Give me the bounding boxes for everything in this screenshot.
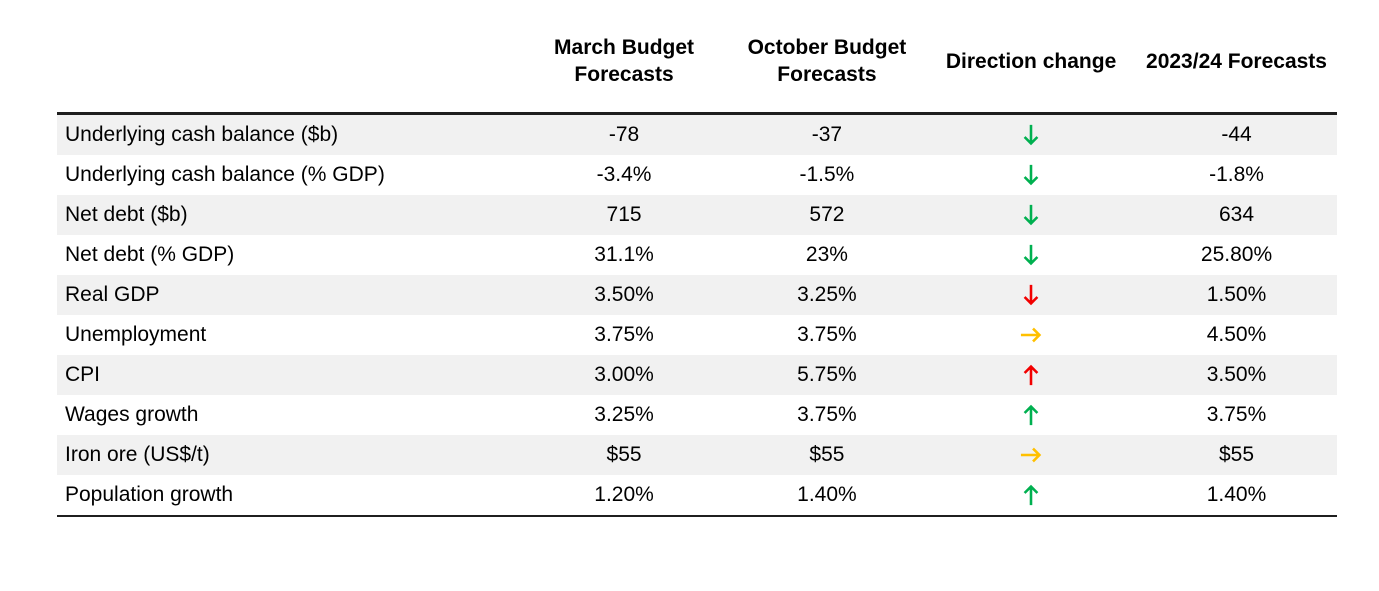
- march-value: $55: [606, 443, 642, 466]
- table-row: Iron ore (US$/t) $55 $55 $55: [57, 435, 1337, 475]
- direction-cell: [926, 235, 1136, 275]
- march-value: 1.20%: [594, 483, 654, 506]
- march-value: -3.4%: [596, 163, 652, 186]
- col-header-direction-change: Direction change: [945, 49, 1117, 73]
- october-value: 23%: [805, 243, 848, 266]
- table-row: Net debt ($b) 715 572 634: [57, 195, 1337, 235]
- direction-cell: [926, 475, 1136, 516]
- forecast-value: -1.8%: [1209, 163, 1264, 186]
- forecasts-table: March Budget Forecasts October Budget Fo…: [57, 12, 1337, 517]
- forecast-value: -44: [1221, 123, 1252, 146]
- table-row: CPI 3.00% 5.75% 3.50%: [57, 355, 1337, 395]
- row-label: Wages growth: [65, 403, 199, 426]
- forecast-value: 25.80%: [1200, 243, 1273, 266]
- direction-cell: [926, 275, 1136, 315]
- arrow-right-icon: [1018, 444, 1044, 466]
- direction-cell: [926, 435, 1136, 475]
- october-value: 572: [809, 203, 845, 226]
- october-value: 3.75%: [797, 323, 857, 346]
- table-header-row: March Budget Forecasts October Budget Fo…: [57, 12, 1337, 114]
- october-value: 5.75%: [797, 363, 857, 386]
- row-label: CPI: [65, 363, 101, 386]
- arrow-up-icon: [1020, 482, 1042, 508]
- march-value: -78: [608, 123, 640, 146]
- col-header-october-budget: October Budget Forecasts: [747, 36, 907, 86]
- arrow-right-icon: [1018, 324, 1044, 346]
- arrow-up-icon: [1020, 362, 1042, 388]
- row-label: Underlying cash balance (% GDP): [65, 163, 385, 186]
- october-value: 1.40%: [797, 483, 857, 506]
- arrow-up-icon: [1020, 402, 1042, 428]
- march-value: 715: [606, 203, 642, 226]
- forecast-value: 3.50%: [1206, 363, 1267, 386]
- table-row: Wages growth 3.25% 3.75% 3.75%: [57, 395, 1337, 435]
- forecast-value: 1.40%: [1206, 483, 1267, 506]
- march-value: 3.00%: [594, 363, 654, 386]
- direction-cell: [926, 315, 1136, 355]
- forecast-value: 1.50%: [1206, 283, 1267, 306]
- row-label: Iron ore (US$/t): [65, 443, 210, 466]
- table-body: Underlying cash balance ($b) -78 -37 -44…: [57, 113, 1337, 516]
- forecast-value: 4.50%: [1206, 323, 1267, 346]
- table-header: March Budget Forecasts October Budget Fo…: [57, 12, 1337, 114]
- row-label: Unemployment: [65, 323, 207, 346]
- table-row: Real GDP 3.50% 3.25% 1.50%: [57, 275, 1337, 315]
- october-value: -37: [811, 123, 843, 146]
- row-label: Net debt ($b): [65, 203, 188, 226]
- march-value: 3.25%: [594, 403, 654, 426]
- october-value: -1.5%: [799, 163, 855, 186]
- arrow-down-icon: [1020, 202, 1042, 228]
- table-row: Underlying cash balance (% GDP) -3.4% -1…: [57, 155, 1337, 195]
- table-row: Unemployment 3.75% 3.75% 4.50%: [57, 315, 1337, 355]
- october-value: 3.25%: [797, 283, 857, 306]
- row-label: Net debt (% GDP): [65, 243, 235, 266]
- table-row: Underlying cash balance ($b) -78 -37 -44: [57, 113, 1337, 156]
- direction-cell: [926, 195, 1136, 235]
- arrow-down-icon: [1020, 282, 1042, 308]
- march-value: 3.50%: [594, 283, 654, 306]
- arrow-down-icon: [1020, 242, 1042, 268]
- row-label: Real GDP: [65, 283, 160, 306]
- col-header-row-labels: [57, 12, 520, 114]
- arrow-down-icon: [1020, 162, 1042, 188]
- direction-cell: [926, 114, 1136, 156]
- row-label: Underlying cash balance ($b): [65, 123, 339, 146]
- direction-cell: [926, 355, 1136, 395]
- march-value: 31.1%: [594, 243, 654, 266]
- forecast-value: 634: [1218, 203, 1255, 226]
- table-row: Population growth 1.20% 1.40% 1.40%: [57, 475, 1337, 516]
- forecasts-table-container: March Budget Forecasts October Budget Fo…: [57, 12, 1337, 517]
- col-header-2023-24-forecasts: 2023/24 Forecasts: [1146, 49, 1327, 73]
- october-value: 3.75%: [797, 403, 857, 426]
- row-label: Population growth: [65, 483, 234, 506]
- direction-cell: [926, 395, 1136, 435]
- march-value: 3.75%: [594, 323, 654, 346]
- forecast-value: $55: [1218, 443, 1255, 466]
- table-row: Net debt (% GDP) 31.1% 23% 25.80%: [57, 235, 1337, 275]
- arrow-down-icon: [1020, 122, 1042, 148]
- october-value: $55: [809, 443, 845, 466]
- col-header-march-budget: March Budget Forecasts: [554, 36, 695, 86]
- forecast-value: 3.75%: [1206, 403, 1267, 426]
- direction-cell: [926, 155, 1136, 195]
